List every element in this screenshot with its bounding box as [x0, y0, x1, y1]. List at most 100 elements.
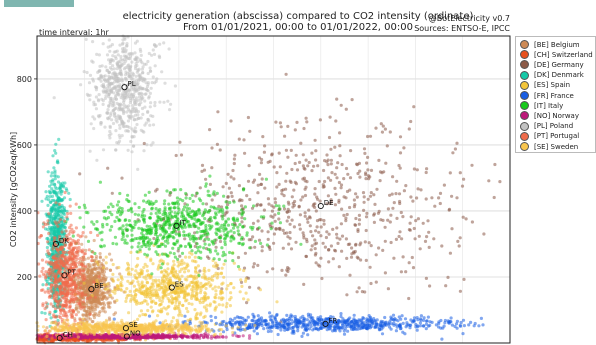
scatter-point — [192, 222, 196, 226]
scatter-point — [52, 166, 56, 170]
scatter-point — [130, 228, 134, 232]
scatter-point — [303, 214, 307, 218]
scatter-point — [117, 217, 121, 222]
scatter-point — [256, 314, 260, 318]
scatter-point — [171, 202, 175, 206]
scatter-point — [200, 169, 204, 173]
scatter-point — [94, 302, 98, 306]
scatter-point — [354, 319, 358, 323]
scatter-point — [163, 244, 168, 248]
scatter-point — [405, 321, 409, 325]
scatter-point — [208, 248, 212, 252]
scatter-point — [173, 297, 177, 301]
scatter-point — [201, 202, 205, 206]
scatter-point — [295, 325, 299, 329]
scatter-point — [424, 170, 428, 175]
scatter-point — [338, 131, 342, 135]
scatter-point — [286, 235, 290, 239]
scatter-point — [98, 310, 102, 314]
scatter-point — [329, 178, 333, 182]
scatter-point — [256, 219, 260, 223]
scatter-point — [130, 245, 134, 249]
scatter-point — [229, 291, 233, 295]
scatter-point — [140, 285, 144, 289]
scatter-point — [333, 172, 337, 176]
scatter-point — [242, 297, 246, 301]
scatter-point — [202, 210, 206, 214]
scatter-point — [126, 228, 130, 232]
scatter-point — [235, 217, 239, 221]
scatter-point — [337, 265, 341, 269]
scatter-point — [237, 137, 241, 141]
scatter-point — [95, 220, 99, 224]
scatter-point — [53, 149, 57, 153]
scatter-point — [356, 228, 360, 232]
scatter-point — [215, 142, 219, 146]
scatter-point — [166, 241, 170, 245]
scatter-point — [340, 234, 345, 238]
scatter-point — [240, 216, 244, 220]
scatter-point — [418, 321, 422, 325]
scatter-point — [185, 292, 189, 296]
scatter-point — [368, 134, 373, 138]
scatter-point — [180, 212, 184, 216]
scatter-point — [301, 195, 305, 199]
scatter-point — [424, 276, 428, 280]
scatter-point — [391, 313, 396, 317]
scatter-point — [323, 159, 327, 163]
scatter-point — [161, 223, 165, 227]
scatter-point — [173, 307, 177, 311]
scatter-point — [221, 217, 225, 221]
scatter-point — [169, 206, 173, 210]
scatter-point — [154, 278, 158, 282]
scatter-point — [291, 205, 295, 209]
scatter-point — [220, 282, 224, 286]
scatter-point — [190, 209, 194, 213]
scatter-point — [335, 236, 339, 240]
scatter-point — [335, 232, 339, 236]
scatter-point — [115, 242, 119, 246]
scatter-point — [149, 229, 153, 233]
scatter-point — [182, 230, 186, 234]
scatter-point — [231, 251, 235, 255]
scatter-point — [425, 167, 429, 171]
scatter-point — [190, 302, 194, 306]
scatter-point — [222, 194, 226, 198]
scatter-point — [366, 155, 370, 159]
scatter-point — [265, 270, 269, 274]
scatter-point — [241, 334, 245, 338]
scatter-point — [304, 158, 308, 162]
scatter-point — [345, 256, 349, 260]
scatter-point — [457, 244, 461, 248]
scatter-point — [280, 189, 284, 193]
scatter-point — [127, 219, 131, 223]
scatter-point — [348, 176, 353, 180]
scatter-point — [449, 316, 453, 320]
scatter-point — [319, 256, 323, 260]
scatter-point — [154, 211, 158, 215]
scatter-point — [401, 321, 405, 325]
scatter-point — [111, 272, 115, 276]
scatter-point — [199, 250, 203, 254]
scatter-point — [113, 219, 117, 223]
scatter-point — [241, 210, 245, 214]
scatter-point — [313, 238, 317, 242]
scatter-point — [44, 197, 48, 201]
scatter-point — [38, 334, 42, 338]
scatter-point — [112, 317, 116, 321]
scatter-point — [60, 205, 64, 209]
scatter-point — [389, 213, 393, 217]
scatter-point — [383, 239, 387, 243]
scatter-point — [45, 326, 49, 330]
scatter-point — [218, 226, 222, 230]
scatter-point — [62, 196, 67, 200]
scatter-point — [275, 323, 280, 327]
scatter-point — [369, 168, 374, 172]
scatter-point — [94, 304, 98, 308]
scatter-point — [210, 166, 214, 170]
scatter-point — [316, 322, 320, 326]
scatter-point — [374, 280, 378, 284]
scatter-point — [395, 216, 399, 220]
scatter-point — [86, 270, 90, 274]
scatter-point — [394, 237, 398, 241]
